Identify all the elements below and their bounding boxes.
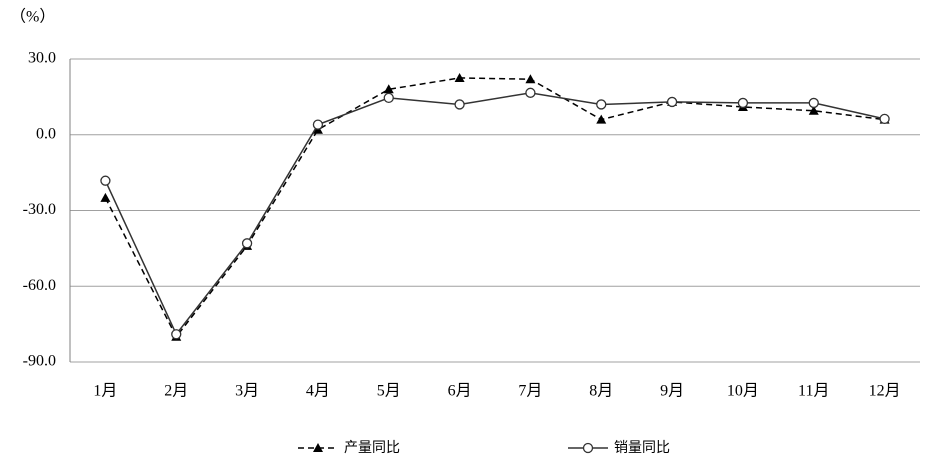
marker: [383, 84, 394, 94]
marker: [737, 97, 749, 109]
series-line: [104, 77, 885, 339]
x-tick-label: 6月: [448, 383, 472, 400]
x-tick-label: 7月: [518, 383, 542, 400]
marker: [666, 96, 678, 108]
series-line: [104, 92, 885, 336]
marker: [879, 113, 890, 124]
marker: [100, 192, 111, 202]
marker: [454, 72, 465, 82]
x-tick-label: 2月: [164, 383, 188, 400]
marker: [525, 87, 536, 98]
x-tick-label: 5月: [377, 383, 401, 400]
legend-label: 产量同比: [344, 440, 400, 456]
marker: [808, 97, 819, 109]
marker: [596, 99, 607, 110]
legend-label: 销量同比: [614, 440, 670, 456]
marker: [808, 105, 819, 115]
x-tick-label: 12月: [869, 383, 901, 400]
y-tick-label: -60.0: [23, 277, 56, 294]
x-tick-label: 3月: [235, 383, 259, 400]
y-tick-label: 0.0: [36, 125, 56, 142]
marker: [171, 329, 182, 340]
x-tick-label: 11月: [798, 383, 829, 400]
y-tick-label: 30.0: [28, 50, 56, 67]
marker: [454, 99, 465, 110]
x-tick-label: 10月: [727, 383, 759, 400]
unit-label: （%）: [10, 8, 55, 26]
marker: [596, 114, 607, 124]
x-tick-label: 1月: [93, 383, 117, 400]
marker: [312, 119, 324, 130]
marker: [241, 238, 253, 249]
legend-marker: [313, 443, 323, 452]
x-tick-label: 8月: [589, 383, 613, 400]
x-tick-label: 9月: [660, 383, 684, 400]
legend-marker: [582, 442, 594, 454]
marker: [383, 92, 394, 104]
marker: [100, 175, 111, 186]
marker: [525, 74, 536, 84]
x-tick-label: 4月: [306, 383, 330, 400]
y-tick-label: -90.0: [23, 353, 56, 370]
y-tick-label: -30.0: [23, 201, 56, 218]
